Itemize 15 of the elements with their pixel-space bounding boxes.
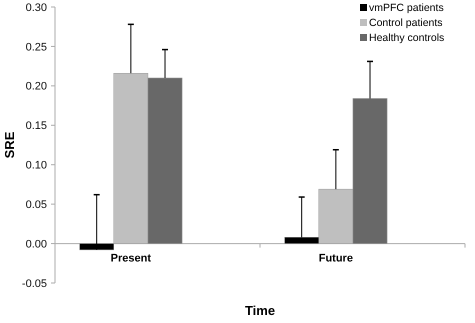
y-tick-label: -0.05 [22,278,47,290]
legend-label: vmPFC patients [369,2,444,14]
y-tick-label: 0.15 [26,120,47,132]
y-tick-label: 0.20 [26,80,47,93]
x-tick-label: Present [110,252,152,265]
y-tick-label: 0.10 [26,160,47,172]
x-axis-title: Time [244,303,276,318]
y-tick-label: 0.25 [26,41,47,54]
legend-label: Healthy controls [369,32,444,44]
y-tick-label: 0.05 [26,198,47,211]
y-axis-title: SRE [2,131,17,158]
y-tick-label: 0.30 [26,2,47,14]
legend-label: Control patients [369,17,443,29]
y-tick-label: 0.00 [26,238,47,250]
x-tick-label: Future [318,252,353,265]
